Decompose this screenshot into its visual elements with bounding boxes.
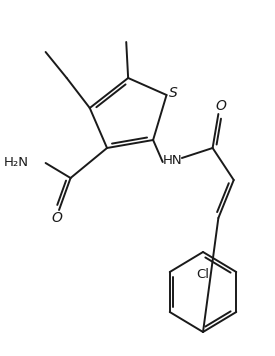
Text: H₂N: H₂N [3,156,28,168]
Text: S: S [169,86,178,100]
Text: Cl: Cl [197,268,210,281]
Text: O: O [216,99,227,113]
Text: O: O [52,211,62,225]
Text: HN: HN [163,153,182,167]
